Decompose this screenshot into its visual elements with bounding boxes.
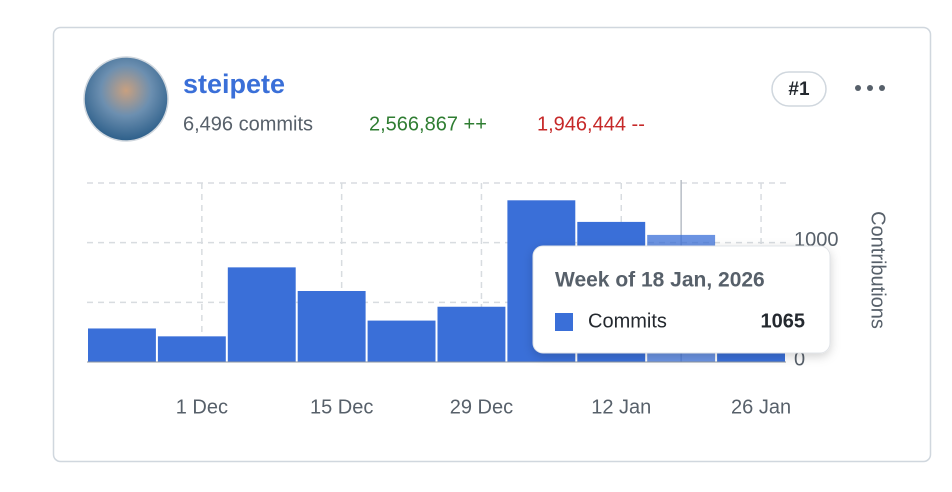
x-tick-label: 1 Dec [176,396,228,418]
bar [297,290,366,362]
x-tick-label: 26 Jan [731,396,791,418]
bar [437,306,506,362]
rank-badge [771,71,827,107]
y-tick-label: 1000 [794,229,839,251]
tooltip-swatch [555,313,573,331]
bar [367,320,436,362]
commit-count: 6,496 commits [183,113,313,135]
y-axis-title: Contributions [867,211,889,329]
tooltip-box [532,245,831,354]
bar [157,336,226,362]
more-menu[interactable] [855,85,885,91]
additions: 2,566,867 ++ [369,113,487,135]
tooltip: Week of 18 Jan, 2026 Commits 1065 [532,245,831,354]
tooltip-series: Commits [588,310,667,332]
bar [88,328,156,362]
tooltip-title: Week of 18 Jan, 2026 [555,269,765,292]
rank: #1 [788,79,810,100]
x-tick-label: 12 Jan [591,396,651,418]
x-tick-label: 15 Dec [310,396,373,418]
user-name[interactable]: steipete [183,69,285,99]
x-tick-label: 29 Dec [450,396,513,418]
deletions: 1,946,444 -- [537,113,645,135]
y-tick-label: 0 [794,348,805,370]
avatar[interactable] [83,56,169,142]
bar [227,267,296,362]
tooltip-value: 1065 [761,310,806,332]
